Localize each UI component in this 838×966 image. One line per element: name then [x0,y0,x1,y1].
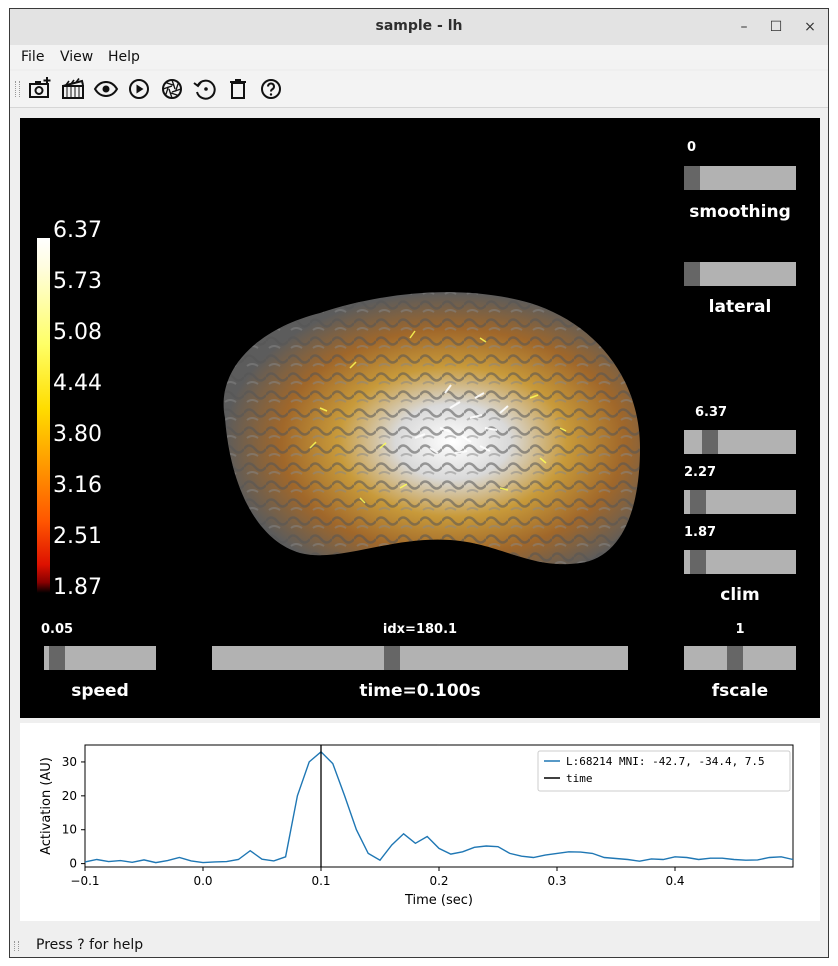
clim-mid-slider[interactable] [684,490,796,514]
time-slider-handle[interactable] [384,646,400,670]
toolbar [10,71,828,108]
main-window: sample - lh – ☐ × File View Help [9,8,829,958]
legend-time-label: time [566,772,593,785]
y-tick-label: 10 [62,823,77,837]
play-icon[interactable] [125,75,153,103]
menu-view[interactable]: View [60,49,94,65]
fscale-slider-handle[interactable] [727,646,744,670]
time-label: time=0.100s [359,681,481,701]
toolbar-grip[interactable] [15,81,20,97]
fscale-value: 1 [735,622,745,637]
speed-slider-handle[interactable] [48,646,65,670]
y-tick-label: 20 [62,789,77,803]
clear-icon[interactable] [224,75,252,103]
smoothing-label: smoothing [689,202,791,222]
y-axis-label: Activation (AU) [39,757,54,855]
fscale-slider[interactable] [684,646,796,670]
smoothing-slider-handle[interactable] [684,166,700,190]
y-tick-label: 30 [62,755,77,769]
time-course-panel[interactable]: −0.1 0.0 0.1 0.2 0.3 0.4 0 10 20 30 Time (sec) Acti… [20,723,820,921]
speed-slider[interactable] [44,646,156,670]
clim-min-value: 1.87 [684,525,717,540]
smoothing-slider[interactable] [684,166,796,190]
clim-label: clim [720,585,760,605]
brain-viewer[interactable]: 6.37 5.73 5.08 4.44 3.80 3.16 2.51 1.87 [20,118,820,718]
legend-box [537,750,791,792]
x-tick-label: 0.2 [429,874,448,888]
clim-max-slider-handle[interactable] [702,430,719,454]
colorbar-tick: 5.08 [53,320,102,345]
x-tick-label: 0.3 [547,874,566,888]
screenshot-icon[interactable] [26,75,54,103]
minimize-icon[interactable]: – [740,19,748,35]
legend-series-label: L:68214 MNI: -42.7, -34.4, 7.5 [566,755,765,768]
colorbar-tick: 3.16 [53,473,102,498]
smoothing-value: 0 [687,140,697,155]
colorbar-tick: 5.73 [53,269,102,294]
menu-file[interactable]: File [21,49,45,65]
brain-surface[interactable] [200,278,650,578]
colorbar-tick: 6.37 [53,218,102,243]
clim-max-value: 6.37 [695,405,728,420]
time-course-plot[interactable]: −0.1 0.0 0.1 0.2 0.3 0.4 0 10 20 30 Time (sec) Acti… [20,723,820,921]
title-bar: sample - lh – ☐ × [10,9,828,46]
time-slider[interactable] [212,646,628,670]
menu-bar: File View Help [10,45,828,69]
x-tick-label: 0.1 [311,874,330,888]
clim-mid-value: 2.27 [684,465,717,480]
colorbar [37,238,50,593]
clim-min-slider[interactable] [684,550,796,574]
time-index-value: idx=180.1 [382,622,458,637]
menu-help[interactable]: Help [108,49,140,65]
status-bar: Press ? for help [10,933,828,957]
speed-label: speed [71,681,129,701]
lateral-slider[interactable] [684,262,796,286]
status-grip[interactable] [14,941,19,951]
maximize-icon[interactable]: ☐ [769,19,783,35]
colorbar-tick: 3.80 [53,422,102,447]
visibility-icon[interactable] [92,75,120,103]
y-tick-label: 0 [69,857,77,871]
movie-icon[interactable] [59,75,87,103]
status-text: Press ? for help [36,937,144,953]
help-icon[interactable] [257,75,285,103]
x-tick-label: −0.1 [70,874,99,888]
window-title: sample - lh [375,18,463,34]
lateral-slider-handle[interactable] [684,262,700,286]
clim-max-slider[interactable] [684,430,796,454]
lateral-label: lateral [708,297,772,317]
clim-min-slider-handle[interactable] [689,550,706,574]
activation-series-line [84,750,794,864]
reset-icon[interactable] [158,75,186,103]
x-tick-label: 0.4 [665,874,684,888]
clim-mid-slider-handle[interactable] [689,490,706,514]
colorbar-tick: 4.44 [53,371,102,396]
speed-value: 0.05 [41,622,74,637]
colorbar-tick: 2.51 [53,524,102,549]
x-axis-label: Time (sec) [404,893,473,908]
close-icon[interactable]: × [804,19,816,35]
x-tick-label: 0.0 [193,874,212,888]
restore-icon[interactable] [191,75,219,103]
colorbar-tick: 1.87 [53,575,102,600]
fscale-label: fscale [711,681,769,701]
